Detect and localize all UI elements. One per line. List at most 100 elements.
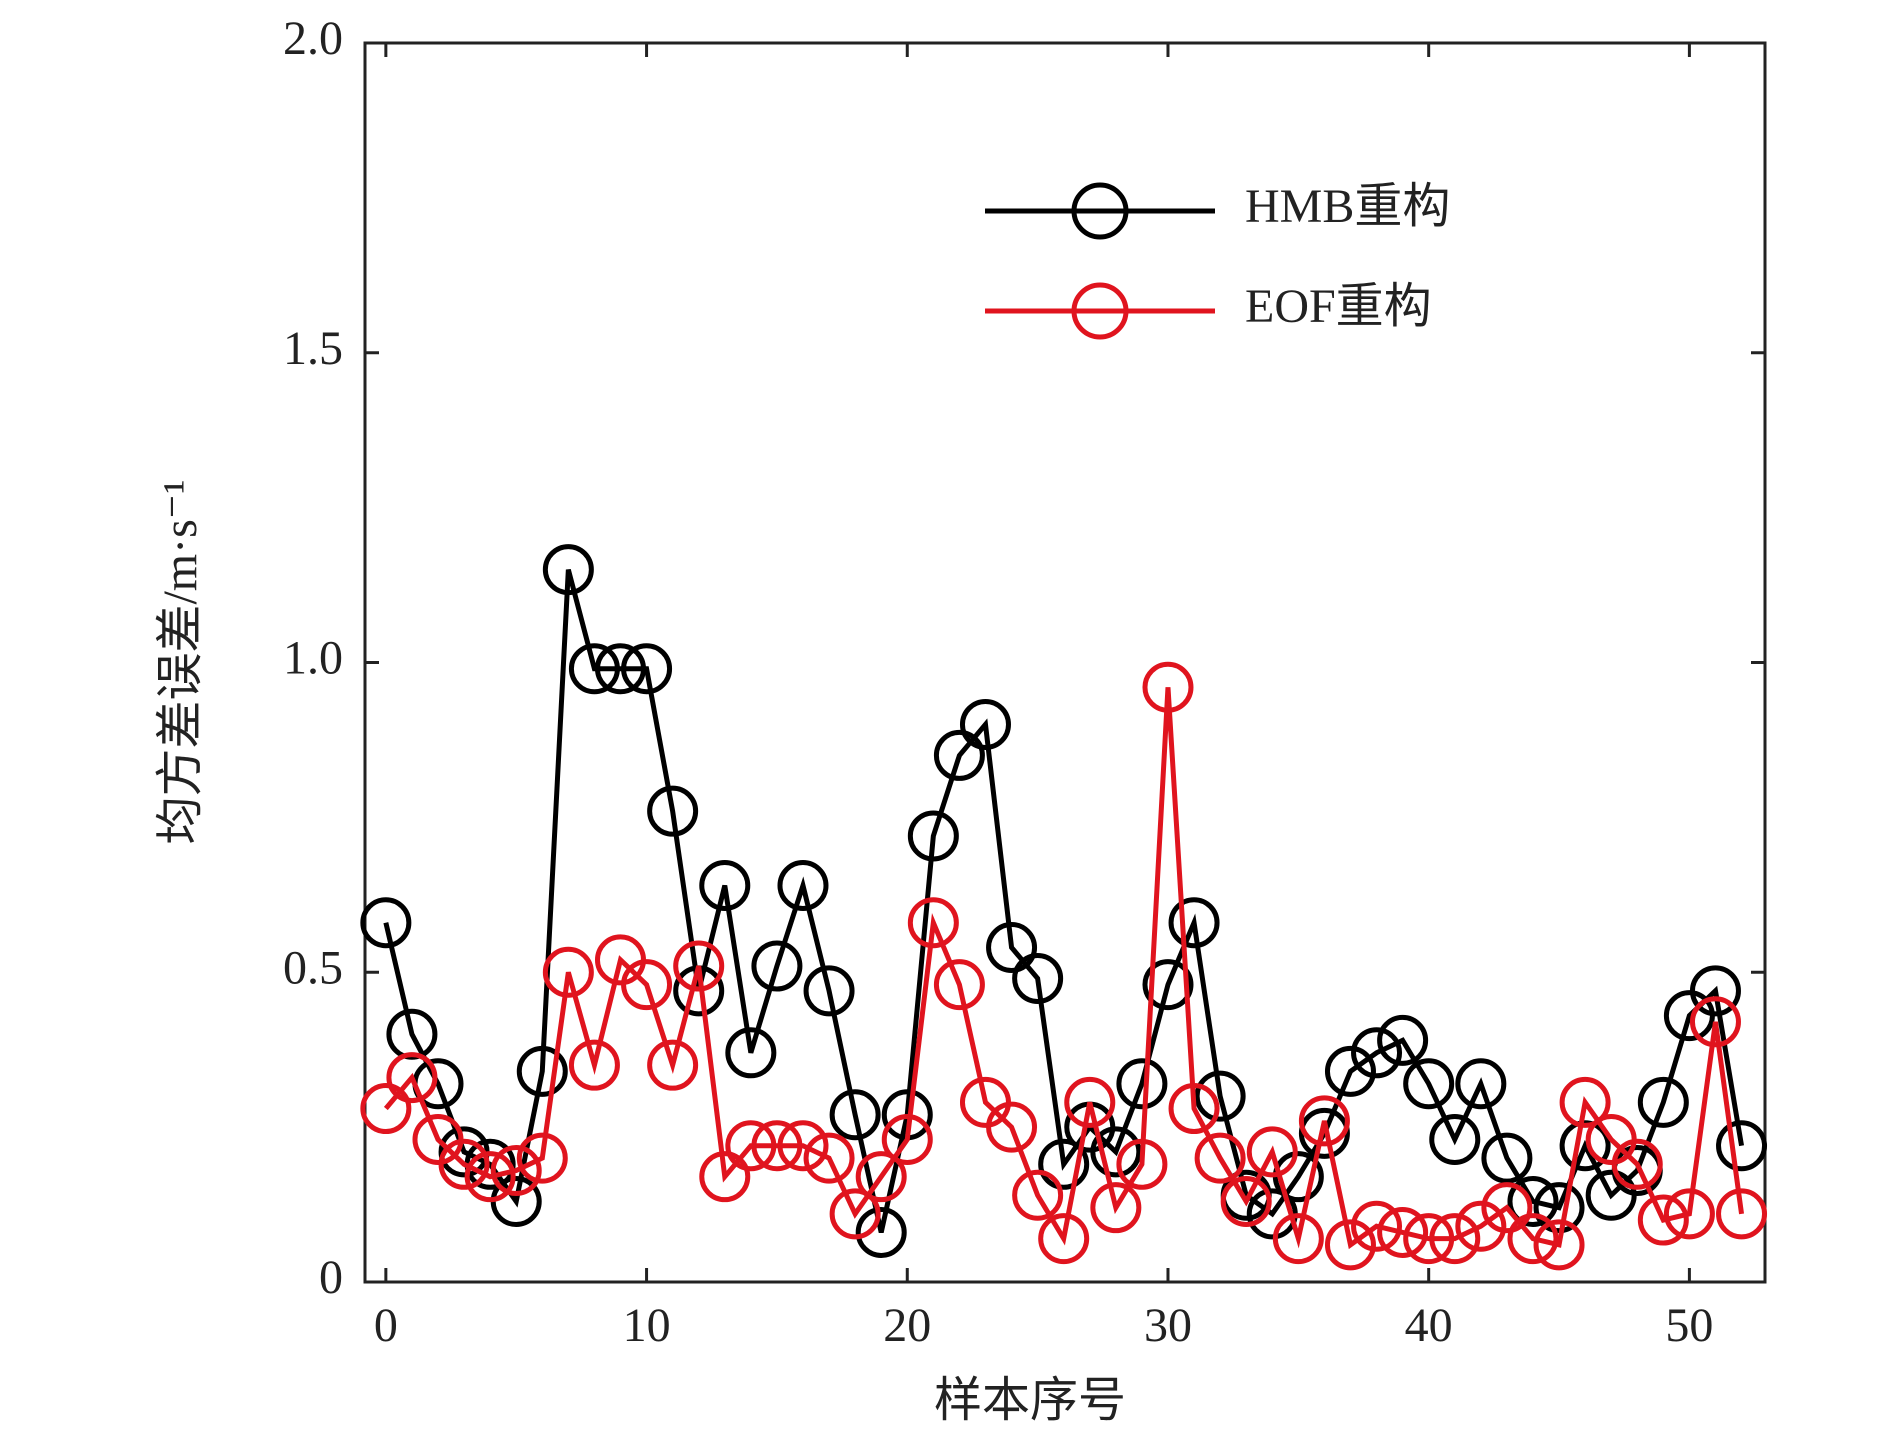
marker (1663, 1188, 1715, 1240)
marker (647, 1039, 699, 1091)
marker (855, 1151, 907, 1203)
marker (1689, 965, 1741, 1017)
marker (829, 1188, 881, 1240)
marker (881, 1114, 933, 1166)
legend-marker (1071, 182, 1129, 240)
marker (1507, 1175, 1559, 1227)
marker (1507, 1213, 1559, 1265)
y-tick-label: 1.5 (283, 322, 343, 375)
y-tick-label: 0.5 (283, 941, 343, 994)
marker (777, 1120, 829, 1172)
x-tick-label: 20 (883, 1299, 931, 1352)
marker (516, 1132, 568, 1184)
marker (1533, 1219, 1585, 1271)
marker (1533, 1182, 1585, 1234)
plot-frame (363, 41, 1767, 1284)
marker (933, 729, 985, 781)
marker (1637, 1194, 1689, 1246)
marker (1168, 1083, 1220, 1135)
x-tick-label: 40 (1405, 1299, 1453, 1352)
x-tick-label: 10 (623, 1299, 671, 1352)
marker (1377, 1014, 1429, 1066)
marker (1012, 952, 1064, 1004)
x-axis-label: 样本序号 (934, 1374, 1126, 1427)
marker (621, 959, 673, 1011)
marker (490, 1144, 542, 1196)
marker (1559, 1076, 1611, 1128)
marker (464, 1151, 516, 1203)
marker (621, 643, 673, 695)
marker (907, 810, 959, 862)
marker (568, 643, 620, 695)
marker (959, 698, 1011, 750)
marker (1716, 1120, 1768, 1172)
marker (386, 1008, 438, 1060)
marker (1481, 1132, 1533, 1184)
marker (1142, 661, 1194, 713)
marker (907, 897, 959, 949)
marker (516, 1045, 568, 1097)
marker (1116, 1058, 1168, 1110)
marker (1272, 1213, 1324, 1265)
x-tick-label: 0 (374, 1299, 398, 1352)
marker (1689, 996, 1741, 1048)
marker (1090, 1126, 1142, 1178)
marker (1324, 1219, 1376, 1271)
marker (386, 1052, 438, 1104)
marker (1455, 1058, 1507, 1110)
marker (986, 1101, 1038, 1153)
marker (1168, 897, 1220, 949)
marker (438, 1138, 490, 1190)
marker (1429, 1114, 1481, 1166)
marker (751, 940, 803, 992)
marker (1351, 1027, 1403, 1079)
legend-label: EOF重构 (1245, 280, 1432, 333)
legend-label: HMB重构 (1245, 180, 1450, 233)
marker (699, 860, 751, 912)
marker (855, 1206, 907, 1258)
marker (1194, 1132, 1246, 1184)
marker (1012, 1169, 1064, 1221)
marker (594, 643, 646, 695)
marker (1324, 1045, 1376, 1097)
series-line (383, 687, 1745, 1250)
marker (1403, 1058, 1455, 1110)
marker (986, 921, 1038, 973)
marker (360, 1083, 412, 1135)
series-line (383, 568, 1745, 1233)
marker (1064, 1076, 1116, 1128)
x-tick-label: 30 (1144, 1299, 1192, 1352)
marker (360, 897, 412, 949)
marker (751, 1120, 803, 1172)
marker (725, 1027, 777, 1079)
marker (803, 1132, 855, 1184)
legend-marker (1071, 282, 1129, 340)
marker (1038, 1213, 1090, 1265)
marker (542, 544, 594, 596)
marker (1090, 1182, 1142, 1234)
marker (777, 860, 829, 912)
marker (1481, 1182, 1533, 1234)
marker (1429, 1213, 1481, 1265)
marker (933, 959, 985, 1011)
y-tick-label: 1.0 (283, 632, 343, 685)
marker (673, 940, 725, 992)
marker (725, 1120, 777, 1172)
marker (829, 1089, 881, 1141)
marker (1611, 1138, 1663, 1190)
marker (803, 965, 855, 1017)
marker (1455, 1200, 1507, 1252)
y-tick-label: 2.0 (283, 12, 343, 65)
marker (699, 1151, 751, 1203)
marker (1116, 1138, 1168, 1190)
x-tick-label: 50 (1665, 1299, 1713, 1352)
marker (568, 1039, 620, 1091)
marker (1298, 1095, 1350, 1147)
marker (1559, 1120, 1611, 1172)
marker (1351, 1200, 1403, 1252)
marker (647, 785, 699, 837)
marker (1377, 1206, 1429, 1258)
y-axis-label: 均方差误差/m·s⁻¹ (154, 479, 207, 844)
marker (1142, 959, 1194, 1011)
